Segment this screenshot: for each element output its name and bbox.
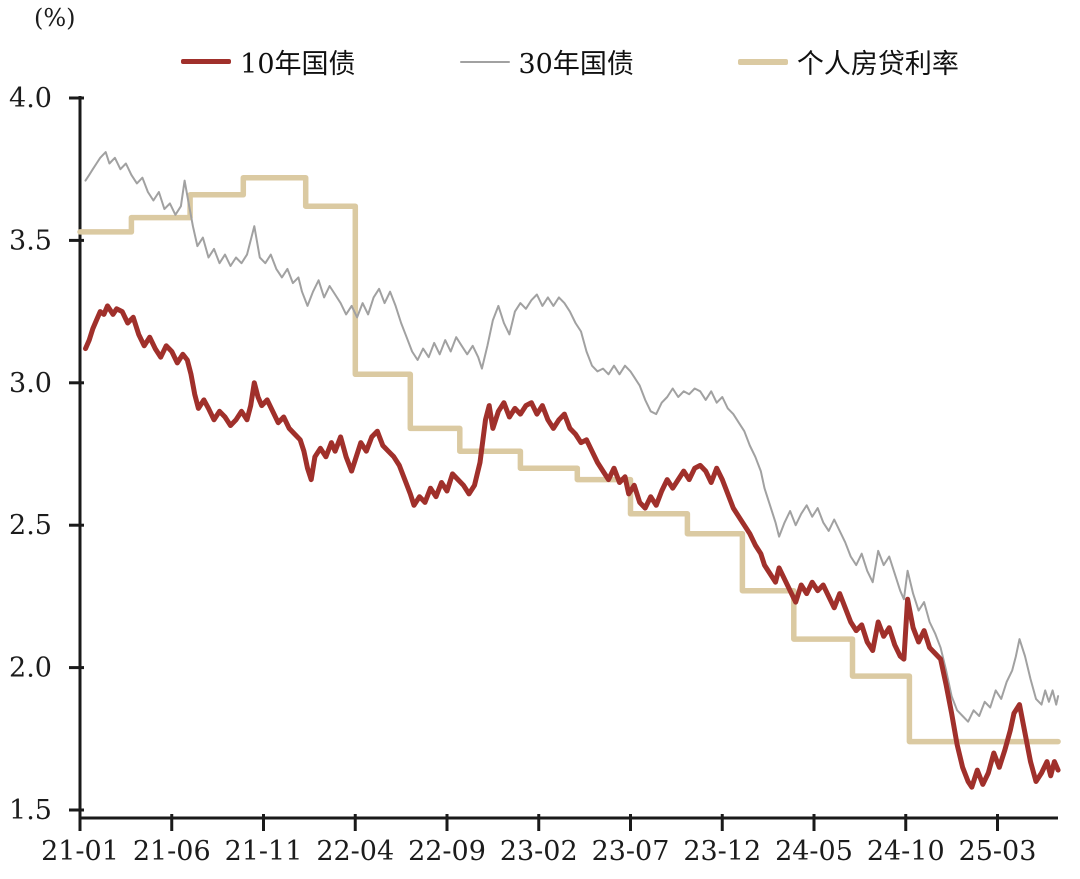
y-axis-tick-label: 2.5 [9,510,52,541]
x-axis-tick-label: 22-09 [408,836,486,867]
x-axis-tick-label: 23-02 [500,836,578,867]
y-axis-unit-label: (%) [34,4,76,32]
series-line-10y-bond [83,303,1061,790]
series-line-30y-bond [84,151,1060,723]
series-line-mortgage-rate [77,174,1061,745]
y-axis-tick-label: 4.0 [9,83,52,114]
y-axis-tick-label: 2.0 [9,653,52,684]
x-axis-tick-label: 24-05 [775,836,853,867]
legend-item-30y-bond: 30年国债 [459,42,634,81]
legend-label-mortgage-rate: 个人房贷利率 [796,49,959,80]
x-axis-tick-label: 25-03 [959,836,1037,867]
chart-legend: 10年国债 30年国债 个人房贷利率 [30,42,1080,81]
y-axis-tick-label: 1.5 [9,795,52,826]
y-axis-tick-label: 3.5 [9,225,52,256]
legend-label-10y-bond: 10年国债 [240,49,356,80]
legend-swatch-10y-line [181,59,232,64]
x-axis-tick-label: 21-01 [41,836,119,867]
y-axis-tick-label: 3.0 [9,368,52,399]
x-axis-tick-label: 23-12 [683,836,761,867]
x-axis-tick-label: 21-11 [225,836,303,867]
x-axis-tick-label: 24-10 [867,836,945,867]
legend-item-10y-bond: 10年国债 [181,42,356,81]
legend-item-mortgage-rate: 个人房贷利率 [737,42,959,81]
legend-label-30y-bond: 30年国债 [518,49,634,80]
x-axis-tick-label: 23-07 [592,836,670,867]
legend-swatch-30y-line [459,60,510,63]
x-axis-tick-label: 22-04 [316,836,394,867]
x-axis-tick-label: 21-06 [133,836,211,867]
legend-swatch-mortgage-line [737,58,788,65]
